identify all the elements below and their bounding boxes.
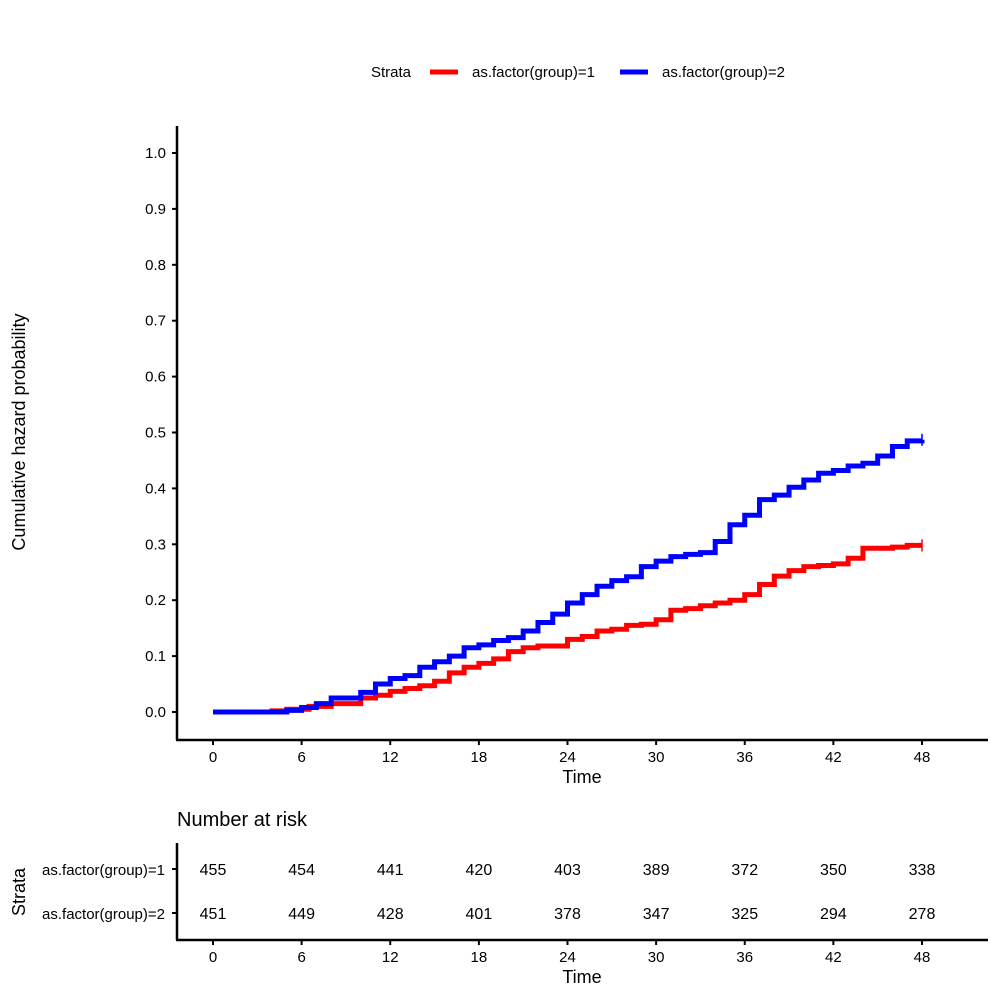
risk-value: 403 (554, 862, 581, 879)
y-axis-ticks: 0.0 0.1 0.2 0.3 0.4 0.5 0.6 0.7 0.8 0.9 1.0 (145, 145, 177, 721)
risk-x-tick-label: 30 (648, 949, 665, 966)
y-tick-label: 0.1 (145, 648, 166, 665)
risk-x-tick-label: 12 (382, 949, 399, 966)
y-tick-label: 0.3 (145, 536, 166, 553)
risk-value: 350 (820, 862, 847, 879)
y-tick-label: 0.9 (145, 201, 166, 218)
series-line-2 (213, 438, 925, 715)
x-tick-label: 36 (736, 749, 753, 766)
risk-value: 378 (554, 906, 581, 923)
legend-title: Strata (371, 64, 412, 81)
y-tick-label: 0.6 (145, 369, 166, 386)
risk-value: 428 (377, 906, 404, 923)
risk-table: as.factor(group)=1 455 454 441 420 403 389 372 3… (42, 862, 935, 966)
x-tick-label: 12 (382, 749, 399, 766)
y-tick-label: 0.8 (145, 257, 166, 274)
x-tick-label: 18 (471, 749, 488, 766)
risk-x-tick-label: 42 (825, 949, 842, 966)
legend: Strata as.factor(group)=1 as.factor(grou… (371, 64, 785, 81)
risk-value: 325 (731, 906, 758, 923)
risk-value: 338 (909, 862, 936, 879)
risk-x-tick-label: 36 (736, 949, 753, 966)
risk-value: 449 (288, 906, 315, 923)
risk-table-title: Number at risk (177, 809, 308, 831)
risk-value: 372 (731, 862, 758, 879)
risk-x-axis-title: Time (562, 967, 601, 987)
risk-value: 294 (820, 906, 847, 923)
series-layer (213, 433, 925, 715)
risk-x-tick-label: 6 (297, 949, 305, 966)
x-tick-label: 48 (914, 749, 931, 766)
x-tick-label: 42 (825, 749, 842, 766)
y-tick-label: 0.0 (145, 704, 166, 721)
y-tick-label: 0.5 (145, 425, 166, 442)
risk-y-axis-title: Strata (9, 867, 29, 916)
x-axis-ticks: 0 6 12 18 24 30 36 42 48 (209, 740, 931, 766)
series-line-1 (213, 542, 922, 715)
y-tick-label: 0.2 (145, 592, 166, 609)
risk-x-tick-label: 18 (471, 949, 488, 966)
risk-value: 347 (643, 906, 670, 923)
risk-row-label: as.factor(group)=2 (42, 906, 165, 923)
risk-value: 451 (200, 906, 227, 923)
y-tick-label: 0.4 (145, 480, 166, 497)
x-tick-label: 6 (297, 749, 305, 766)
risk-value: 455 (200, 862, 227, 879)
risk-x-tick-label: 48 (914, 949, 931, 966)
risk-value: 401 (466, 906, 493, 923)
risk-value: 454 (288, 862, 315, 879)
legend-label-series-2: as.factor(group)=2 (662, 64, 785, 81)
risk-value: 389 (643, 862, 670, 879)
x-tick-label: 24 (559, 749, 576, 766)
risk-value: 420 (466, 862, 493, 879)
risk-value: 441 (377, 862, 404, 879)
y-tick-label: 1.0 (145, 145, 166, 162)
risk-x-tick-label: 0 (209, 949, 217, 966)
legend-label-series-1: as.factor(group)=1 (472, 64, 595, 81)
x-axis-title: Time (562, 767, 601, 787)
y-tick-label: 0.7 (145, 313, 166, 330)
risk-x-tick-label: 24 (559, 949, 576, 966)
y-axis-title: Cumulative hazard probability (9, 313, 29, 550)
x-tick-label: 30 (648, 749, 665, 766)
risk-value: 278 (909, 906, 936, 923)
x-tick-label: 0 (209, 749, 217, 766)
risk-row-label: as.factor(group)=1 (42, 862, 165, 879)
